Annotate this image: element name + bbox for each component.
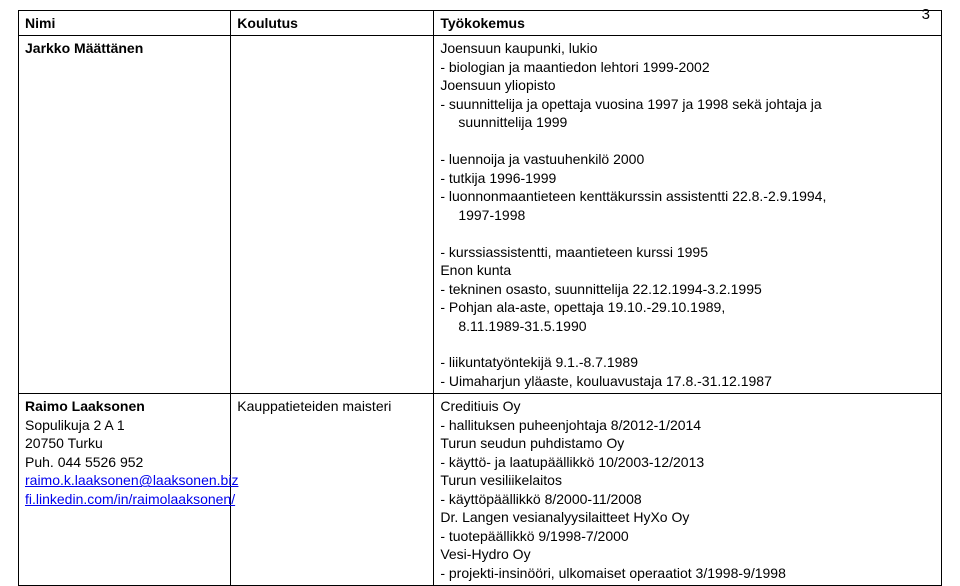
name-line: Puh. 044 5526 952 bbox=[25, 454, 143, 470]
col-header-name: Nimi bbox=[19, 11, 231, 36]
experience-line: Joensuun kaupunki, lukio bbox=[440, 40, 597, 56]
experience-line: - luonnonmaantieteen kenttäkurssin assis… bbox=[440, 188, 826, 204]
cell-experience: Joensuun kaupunki, lukio - biologian ja m… bbox=[434, 36, 942, 394]
experience-line: - kurssiassistentti, maantieteen kurssi … bbox=[440, 244, 708, 260]
experience-line: Joensuun yliopisto bbox=[440, 77, 555, 93]
experience-line: - tutkija 1996-1999 bbox=[440, 170, 556, 186]
experience-line: - Uimaharjun yläaste, kouluavustaja 17.8… bbox=[440, 373, 772, 389]
cell-education bbox=[231, 36, 434, 394]
experience-line: - käyttöpäällikkö 8/2000-11/2008 bbox=[440, 491, 641, 507]
experience-line: - projekti-insinööri, ulkomaiset operaat… bbox=[440, 565, 786, 581]
col-header-education: Koulutus bbox=[231, 11, 434, 36]
experience-line: - hallituksen puheenjohtaja 8/2012-1/201… bbox=[440, 417, 701, 433]
experience-line: Turun vesiliikelaitos bbox=[440, 472, 562, 488]
experience-line: - luennoija ja vastuuhenkilö 2000 bbox=[440, 151, 644, 167]
data-table: Nimi Koulutus Työkokemus Jarkko Määttäne… bbox=[18, 10, 942, 586]
cell-name: Jarkko Määttänen bbox=[19, 36, 231, 394]
experience-line: - tekninen osasto, suunnittelija 22.12.1… bbox=[440, 281, 761, 297]
person-name: Raimo Laaksonen bbox=[25, 398, 145, 414]
cell-name: Raimo Laaksonen Sopulikuja 2 A 1 20750 Tur… bbox=[19, 394, 231, 586]
experience-line: suunnittelija 1999 bbox=[440, 113, 935, 131]
experience-line: Creditiuis Oy bbox=[440, 398, 520, 414]
experience-line: 1997-1998 bbox=[440, 206, 935, 224]
name-line: Sopulikuja 2 A 1 bbox=[25, 417, 125, 433]
experience-line: - suunnittelija ja opettaja vuosina 1997… bbox=[440, 96, 821, 112]
experience-line: Vesi-Hydro Oy bbox=[440, 546, 530, 562]
experience-line: Enon kunta bbox=[440, 262, 511, 278]
experience-line: - liikuntatyöntekijä 9.1.-8.7.1989 bbox=[440, 354, 638, 370]
col-header-experience: Työkokemus bbox=[434, 11, 942, 36]
table-body: Jarkko Määttänen Joensuun kaupunki, lukio… bbox=[19, 36, 942, 586]
name-line: 20750 Turku bbox=[25, 435, 103, 451]
table-header-row: Nimi Koulutus Työkokemus bbox=[19, 11, 942, 36]
contact-link[interactable]: raimo.k.laaksonen@laaksonen.biz bbox=[25, 472, 238, 488]
page: 3 Nimi Koulutus Työkokemus Jarkko Määttä… bbox=[0, 0, 960, 523]
experience-line: - tuotepäällikkö 9/1998-7/2000 bbox=[440, 528, 628, 544]
person-name: Jarkko Määttänen bbox=[25, 40, 143, 56]
cell-experience: Creditiuis Oy - hallituksen puheenjohtaja… bbox=[434, 394, 942, 586]
experience-line: 8.11.1989-31.5.1990 bbox=[440, 317, 935, 335]
experience-line: Turun seudun puhdistamo Oy bbox=[440, 435, 624, 451]
table-row: Jarkko Määttänen Joensuun kaupunki, lukio… bbox=[19, 36, 942, 394]
table-row: Raimo Laaksonen Sopulikuja 2 A 1 20750 Tur… bbox=[19, 394, 942, 586]
experience-line: - Pohjan ala-aste, opettaja 19.10.-29.10… bbox=[440, 299, 725, 315]
cell-education: Kauppatieteiden maisteri bbox=[231, 394, 434, 586]
experience-line: - käyttö- ja laatupäällikkö 10/2003-12/2… bbox=[440, 454, 704, 470]
experience-line: - biologian ja maantiedon lehtori 1999-2… bbox=[440, 59, 709, 75]
page-number: 3 bbox=[922, 6, 930, 23]
contact-link[interactable]: fi.linkedin.com/in/raimolaaksonen/ bbox=[25, 491, 235, 507]
